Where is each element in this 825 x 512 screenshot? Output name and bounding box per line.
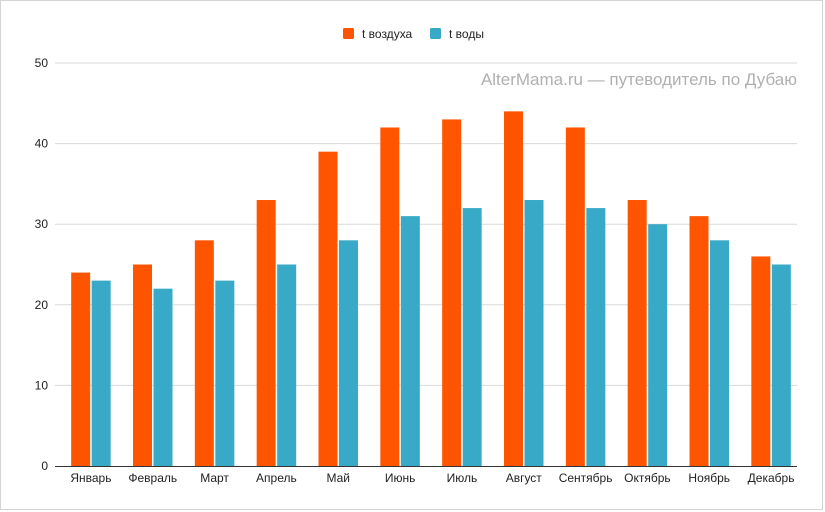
legend: t воздуха t воды — [343, 27, 484, 41]
y-tick-label: 50 — [35, 56, 49, 70]
x-tick-label: Февраль — [128, 471, 177, 485]
bar-air-7 — [442, 119, 462, 467]
legend-label-water: t воды — [449, 27, 484, 41]
legend-swatch-air — [343, 28, 354, 39]
legend-item-water: t воды — [430, 27, 484, 41]
bars — [71, 111, 791, 467]
bar-air-2 — [133, 264, 152, 466]
bar-water-1 — [91, 280, 111, 466]
bar-air-5 — [318, 151, 338, 466]
x-tick-label: Январь — [70, 471, 111, 485]
y-tick-label: 20 — [35, 298, 49, 312]
bar-water-11 — [710, 240, 729, 466]
x-tick-label: Ноябрь — [688, 471, 730, 485]
y-tick-label: 10 — [35, 378, 49, 392]
bar-air-4 — [256, 200, 276, 466]
bar-water-10 — [648, 224, 668, 466]
bar-air-3 — [194, 240, 214, 466]
x-tick-label: Декабрь — [748, 471, 795, 485]
x-tick-label: Октябрь — [624, 471, 671, 485]
x-tick-label: Сентябрь — [559, 471, 613, 485]
x-tick-label: Июль — [447, 471, 478, 485]
legend-swatch-water — [430, 28, 441, 39]
y-axis-ticks: 0 10 20 30 40 50 — [35, 56, 49, 473]
bar-water-12 — [771, 264, 791, 466]
legend-item-air: t воздуха — [343, 27, 413, 41]
y-tick-label: 0 — [41, 459, 48, 473]
gridlines — [55, 62, 797, 386]
bar-water-6 — [400, 216, 420, 466]
bar-air-11 — [689, 216, 709, 466]
y-tick-label: 40 — [35, 137, 49, 151]
y-tick-label: 30 — [35, 217, 49, 231]
bar-water-9 — [586, 208, 606, 466]
bar-water-7 — [462, 208, 482, 466]
bar-water-2 — [153, 288, 173, 466]
bar-air-9 — [565, 127, 585, 466]
bar-air-1 — [71, 272, 91, 466]
x-tick-label: Май — [326, 471, 350, 485]
legend-label-air: t воздуха — [362, 27, 413, 41]
x-tick-label: Август — [506, 471, 543, 485]
bar-water-4 — [277, 264, 297, 466]
x-tick-label: Июнь — [385, 471, 416, 485]
x-axis-ticks: Январь Февраль Март Апрель Май Июнь Июль Август… — [70, 471, 794, 485]
bar-air-12 — [751, 256, 771, 466]
bar-water-8 — [524, 200, 544, 466]
x-tick-label: Апрель — [256, 471, 297, 485]
bar-air-8 — [504, 111, 523, 467]
watermark-text: AlterMama.ru — путеводитель по Дубаю — [481, 70, 797, 89]
bar-water-5 — [339, 240, 358, 466]
x-tick-label: Март — [200, 471, 229, 485]
bar-air-10 — [627, 200, 647, 466]
bar-air-6 — [380, 127, 400, 466]
bar-water-3 — [215, 280, 235, 466]
